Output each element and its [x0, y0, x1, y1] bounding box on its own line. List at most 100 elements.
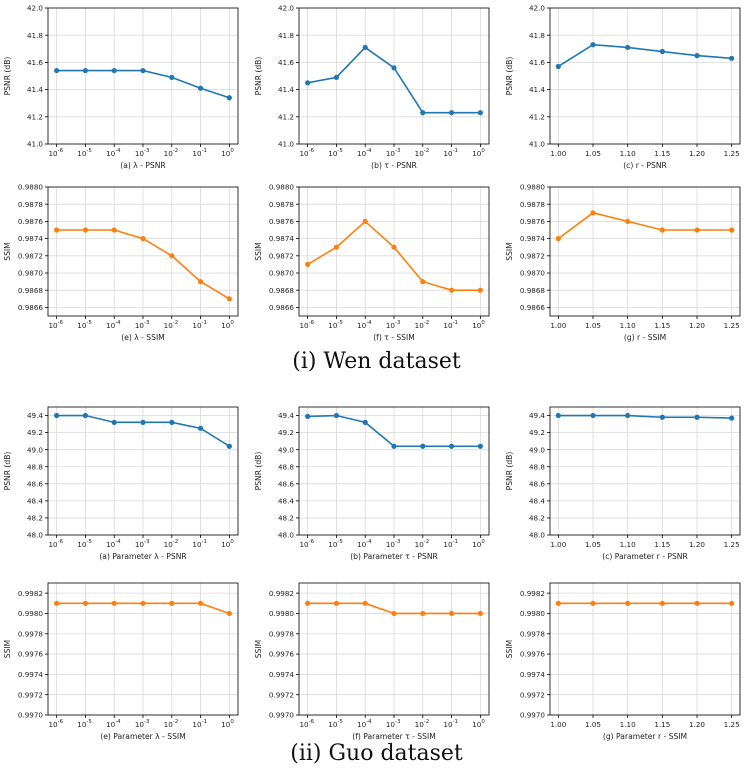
x-tick-label: 10 — [135, 321, 145, 330]
data-point — [140, 67, 146, 74]
data-point — [659, 600, 665, 606]
data-point — [694, 227, 700, 233]
y-tick-label: 0.9974 — [520, 670, 546, 679]
x-tick-exponent: 0 — [481, 320, 485, 326]
x-tick-label: 1.15 — [654, 149, 670, 158]
y-tick-label: 0.9866 — [269, 303, 295, 312]
subplot-1: 41.041.241.441.641.842.010 -6 10 -5 10 -4 10 -3… — [3, 4, 239, 170]
data-point — [420, 610, 426, 617]
x-tick-label: 10 — [106, 540, 116, 549]
data-point — [82, 600, 89, 606]
x-tick-exponent: -6 — [309, 148, 315, 154]
y-tick-label: 0.9970 — [520, 711, 546, 720]
y-tick-label: 49.2 — [27, 428, 43, 437]
y-tick-label: 48.2 — [278, 514, 294, 523]
x-tick-label: 10 — [386, 321, 396, 330]
x-tick-label: 10 — [106, 321, 116, 330]
y-tick-label: 0.9976 — [520, 650, 546, 659]
plot-frame — [549, 7, 741, 145]
x-tick-label: 10 — [472, 149, 482, 158]
y-tick-label: 48.4 — [278, 496, 294, 505]
y-tick-label: 0.9980 — [18, 609, 44, 618]
data-point — [333, 244, 340, 250]
data-point — [420, 110, 426, 116]
x-tick-exponent: -4 — [366, 148, 372, 154]
data-point — [555, 63, 561, 70]
x-tick-exponent: -1 — [202, 320, 207, 326]
subplot-caption: (c) Parameter r - PSNR — [602, 552, 688, 561]
x-tick-label: 1.05 — [585, 321, 601, 330]
y-tick-label: 41.0 — [529, 140, 545, 149]
x-tick-label: 10 — [77, 540, 87, 549]
x-tick-label: 1.25 — [724, 149, 740, 158]
x-tick-exponent: -6 — [309, 719, 315, 725]
x-tick-label: 10 — [164, 540, 174, 549]
y-tick-label: 0.9878 — [18, 200, 44, 209]
x-tick-exponent: -2 — [424, 320, 429, 326]
x-tick-label: 10 — [415, 321, 425, 330]
x-tick-exponent: -4 — [115, 320, 121, 326]
x-tick-label: 1.15 — [654, 321, 670, 330]
subplot-caption: (g) r - SSIM — [624, 333, 666, 342]
x-tick-exponent: -4 — [115, 539, 121, 545]
data-point — [169, 74, 175, 80]
x-tick-exponent: -5 — [337, 320, 342, 326]
x-tick-label: 10 — [328, 149, 338, 158]
x-tick-label: 10 — [443, 540, 453, 549]
data-point — [82, 412, 89, 419]
x-tick-exponent: 0 — [230, 539, 234, 545]
data-point — [140, 419, 146, 425]
y-axis-label: PSNR (dB) — [254, 452, 263, 491]
y-axis-label: PSNR (dB) — [254, 57, 263, 96]
data-point — [226, 610, 232, 617]
data-point — [169, 600, 175, 606]
x-tick-exponent: -2 — [173, 539, 178, 545]
guo-dataset-caption: (ii) Guo dataset — [290, 741, 463, 766]
y-tick-label: 42.0 — [27, 4, 43, 13]
x-tick-label: 10 — [299, 321, 309, 330]
y-tick-label: 41.2 — [529, 112, 545, 121]
x-tick-label: 10 — [221, 321, 231, 330]
subplot-caption: (a) Parameter λ - PSNR — [99, 552, 187, 561]
y-tick-label: 49.2 — [529, 428, 545, 437]
x-tick-label: 1.05 — [585, 149, 601, 158]
subplot-caption: (a) λ - PSNR — [120, 161, 166, 170]
y-tick-label: 48.0 — [278, 531, 294, 540]
data-point — [82, 67, 89, 74]
x-tick-label: 10 — [299, 540, 309, 549]
x-tick-label: 10 — [48, 720, 58, 729]
data-point — [625, 44, 631, 51]
y-tick-label: 48.8 — [529, 462, 545, 471]
x-tick-label: 10 — [48, 149, 58, 158]
x-tick-label: 10 — [328, 321, 338, 330]
data-point — [362, 419, 368, 425]
y-tick-label: 0.9868 — [520, 286, 546, 295]
y-tick-label: 48.6 — [278, 479, 294, 488]
y-tick-label: 0.9866 — [520, 303, 546, 312]
x-tick-exponent: -6 — [58, 148, 64, 154]
x-tick-exponent: -3 — [395, 148, 400, 154]
data-point — [197, 279, 204, 285]
x-tick-exponent: -1 — [202, 539, 207, 545]
x-tick-label: 10 — [164, 149, 174, 158]
x-tick-exponent: 0 — [230, 148, 234, 154]
data-point — [625, 412, 631, 419]
x-tick-label: 10 — [386, 149, 396, 158]
x-tick-label: 10 — [48, 540, 58, 549]
data-point — [555, 412, 561, 419]
subplot-10: 0.9970 0.9972 0.9974 0.9976 0.9978 0.9980 0.99… — [3, 582, 239, 741]
x-tick-label: 10 — [221, 540, 231, 549]
data-point — [555, 600, 561, 606]
x-tick-label: 1.05 — [585, 720, 601, 729]
y-tick-label: 0.9978 — [18, 629, 44, 638]
x-tick-exponent: -5 — [86, 148, 91, 154]
x-tick-label: 1.15 — [654, 540, 670, 549]
x-tick-label: 10 — [386, 720, 396, 729]
x-tick-exponent: -1 — [453, 719, 458, 725]
data-point — [82, 227, 89, 233]
subplot-7: 48.048.248.448.648.849.049.249.410 -6 10 -5… — [3, 406, 239, 561]
x-tick-label: 1.10 — [620, 540, 636, 549]
x-tick-label: 10 — [221, 720, 231, 729]
x-tick-label: 10 — [386, 540, 396, 549]
x-tick-label: 10 — [135, 720, 145, 729]
